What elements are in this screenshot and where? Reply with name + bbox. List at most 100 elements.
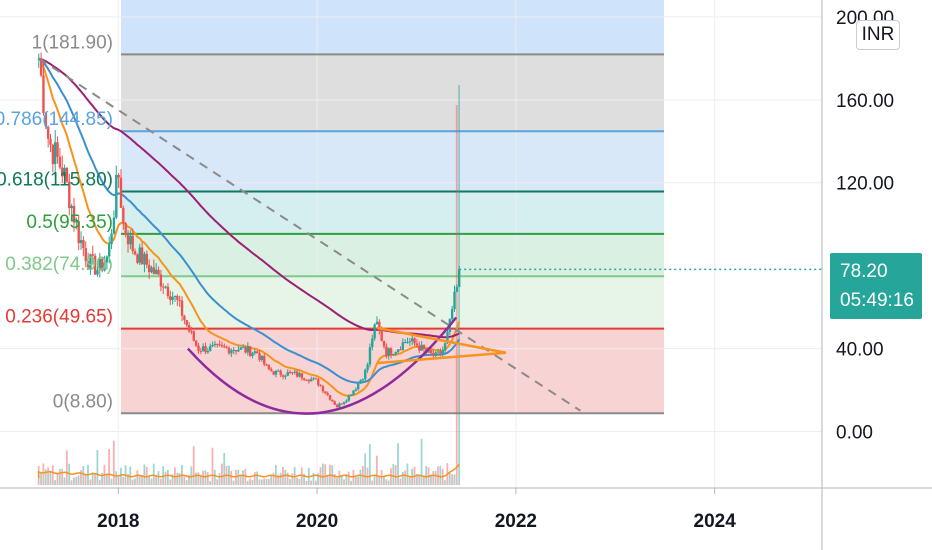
candle-body — [291, 372, 294, 374]
candle-body — [260, 355, 264, 360]
candle-body — [225, 347, 228, 349]
volume-bar — [420, 438, 423, 485]
volume-bar — [232, 480, 235, 485]
fib-zone — [121, 54, 664, 132]
candle-body — [108, 244, 111, 257]
candle-body — [239, 347, 242, 350]
volume-average-line — [38, 463, 460, 478]
currency-button[interactable]: INR — [856, 20, 900, 50]
candle-body — [230, 350, 233, 354]
fib-label: 0.382(74.90) — [5, 254, 113, 275]
candle-body — [328, 395, 332, 400]
price-axis-label: 120.00 — [836, 174, 894, 195]
candle-body — [96, 270, 99, 275]
volume-bar — [105, 473, 108, 485]
candle-body — [387, 348, 390, 357]
candle-body — [302, 378, 306, 380]
candle-body — [441, 350, 444, 354]
candle-body — [201, 346, 205, 352]
candle-body — [413, 338, 416, 344]
candle-body — [389, 348, 393, 355]
volume-bar — [211, 447, 214, 485]
candle-body — [300, 373, 304, 379]
volume-bar — [80, 470, 82, 485]
volume-bar — [63, 477, 66, 485]
candle-body — [418, 345, 421, 351]
volume-bar — [218, 473, 221, 485]
volume-bar — [277, 474, 280, 485]
candle-body — [63, 167, 66, 177]
candle-body — [415, 343, 419, 346]
candle-body — [169, 296, 172, 300]
volume-bar — [195, 472, 197, 485]
volume-bar — [303, 473, 305, 485]
candle-body — [427, 349, 430, 353]
candle-body — [277, 370, 280, 372]
candle-body — [331, 399, 334, 402]
candle-body — [340, 403, 343, 405]
candle-body — [429, 349, 433, 354]
volume-bar — [455, 105, 458, 485]
volume-bar — [451, 474, 453, 485]
volume-bar — [94, 473, 96, 485]
candle-body — [49, 138, 52, 145]
candle-body — [82, 240, 85, 249]
volume-bar — [279, 472, 282, 485]
candle-body — [194, 340, 198, 346]
volume-bar — [246, 480, 249, 485]
volume-bar — [77, 475, 80, 485]
volume-bar — [265, 478, 268, 485]
volume-bar — [425, 466, 428, 485]
candle-body — [244, 347, 247, 353]
candle-body — [408, 341, 412, 343]
candle-body — [237, 349, 240, 352]
price-axis-label: 0.00 — [836, 423, 873, 444]
volume-bar — [223, 452, 226, 485]
volume-bar — [117, 474, 120, 485]
volume-bar — [453, 474, 456, 485]
candle-body — [373, 324, 376, 339]
candle-body — [335, 404, 339, 408]
volume-bar — [291, 473, 294, 485]
volume-bar — [415, 474, 418, 485]
volume-bar — [209, 480, 212, 485]
candle-body — [349, 394, 353, 396]
candle-body — [284, 375, 287, 377]
volume-bar — [383, 476, 385, 485]
volume-bar — [408, 476, 411, 485]
candle-body — [70, 205, 73, 209]
candle-body — [256, 351, 259, 354]
volume-bar — [364, 453, 367, 485]
candle-body — [420, 344, 423, 351]
candle-body — [147, 264, 151, 273]
candle-body — [185, 320, 188, 326]
candle-body — [103, 262, 106, 271]
candle-body — [183, 315, 186, 321]
volume-bar — [129, 466, 132, 485]
candle-body — [162, 286, 165, 288]
candle-body — [312, 378, 315, 380]
candle-body — [380, 329, 383, 341]
volume-bar — [406, 463, 409, 485]
volume-bar — [347, 471, 350, 485]
candle-body — [180, 300, 184, 316]
volume-bar — [373, 475, 376, 485]
volume-bar — [253, 472, 256, 485]
drawings[interactable] — [38, 57, 822, 415]
candle-body — [272, 371, 275, 375]
candle-body — [368, 347, 372, 365]
candle-body — [173, 296, 177, 298]
volume-bar — [336, 477, 338, 485]
time-axis[interactable]: 2018 2020 2022 2024 — [97, 488, 736, 532]
volume-bar — [183, 476, 186, 485]
volume-bar — [357, 476, 360, 485]
volume-bar — [324, 464, 327, 485]
candle-body — [86, 261, 90, 270]
fib-label: 0(8.80) — [53, 391, 113, 412]
volume-bar — [422, 475, 425, 485]
candle-body — [110, 233, 113, 245]
candle-body — [396, 349, 400, 353]
volume-bar — [192, 446, 195, 485]
